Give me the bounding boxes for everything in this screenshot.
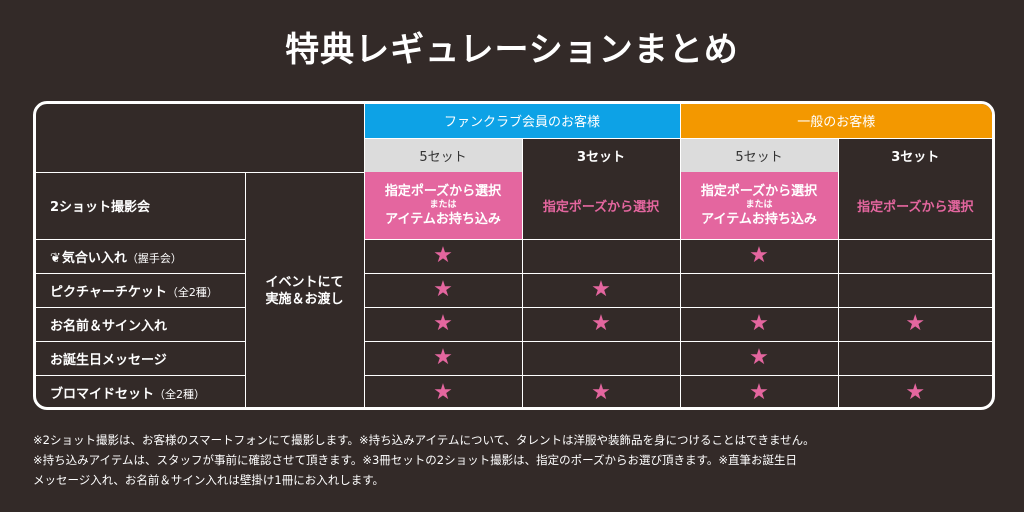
included-cell: ★ [363,306,523,342]
table-row: 2ショット撮影会 イベントにて 実施＆お渡し 指定ポーズから選択 または アイテムお持ち込… [36,172,992,407]
footnote-line: メッセージ入れ、お名前＆サイン入れは壁掛け1冊にお入れします。 [33,473,385,487]
cell-text: 指定ポーズから選択 [384,183,502,199]
pose-only-cell: 指定ポーズから選択 [837,172,992,240]
included-cell: ★ [679,374,839,407]
footnotes: ※2ショット撮影は、お客様のスマートフォンにて撮影します。※持ち込みアイテムにつ… [33,430,1008,490]
table-row: ピクチャーチケット（全2種） ★ ★ [36,272,992,308]
star-icon: ★ [905,311,926,336]
event-note-line: イベントにて [265,275,344,290]
included-cell: ★ [363,272,523,308]
star-icon: ★ [749,243,769,268]
cell-text: または [745,199,773,210]
table-row: ブロマイドセット（全2種） ★ ★ ★ ★ [36,374,992,407]
empty-cell [679,272,839,308]
regulation-table: ファンクラブ会員のお客様 一般のお客様 5セット 3セット 5セット 3セット … [33,101,995,410]
table-body: 2ショット撮影会 イベントにて 実施＆お渡し 指定ポーズから選択 または アイテムお持ち込… [36,172,992,407]
kiai-icon: ❦ [50,250,61,266]
row-label: ピクチャーチケット（全2種） [36,272,246,308]
fan-club-header: ファンクラブ会員のお客様 [363,104,681,139]
row-label: ❦気合い入れ（握手会） [36,238,246,274]
cell-text: 指定ポーズから選択 [700,183,818,199]
empty-cell [837,340,992,376]
included-cell: ★ [521,374,681,407]
star-icon: ★ [905,379,926,405]
pose-or-item-cell: 指定ポーズから選択 または アイテムお持ち込み [679,172,839,240]
page-title: 特典レギュレーションまとめ [285,30,739,70]
included-cell: ★ [679,340,839,376]
star-icon: ★ [433,311,453,336]
included-cell: ★ [363,374,523,407]
footnote-line: ※2ショット撮影は、お客様のスマートフォンにて撮影します。※持ち込みアイテムにつ… [33,433,815,447]
event-note-cell: イベントにて 実施＆お渡し [244,172,365,407]
star-icon: ★ [591,311,611,336]
row-label-text: お名前＆サイン入れ [50,318,168,334]
general-header: 一般のお客様 [679,104,992,139]
row-label: お名前＆サイン入れ [36,306,246,342]
row-label-text: ピクチャーチケット [50,284,167,300]
star-icon: ★ [749,379,769,405]
sub-header-general-5set: 5セット [679,137,839,172]
star-icon: ★ [433,379,453,405]
sub-header-general-3set: 3セット [837,137,992,172]
row-label-text: 気合い入れ [61,250,127,266]
included-cell: ★ [679,306,839,342]
table-row: お誕生日メッセージ ★ ★ [36,340,992,376]
pose-only-cell: 指定ポーズから選択 [521,172,681,240]
row-label: 2ショット撮影会 [36,172,246,240]
star-icon: ★ [433,277,453,302]
empty-cell [521,340,681,376]
sub-header-fan-3set: 3セット [521,137,681,172]
empty-cell [521,238,681,274]
row-label-note: （握手会） [126,251,182,265]
included-cell: ★ [837,374,992,407]
row-label-text: ブロマイドセット [50,387,155,403]
star-icon: ★ [749,311,769,336]
star-icon: ★ [591,379,611,405]
empty-cell [837,238,992,274]
included-cell: ★ [521,272,681,308]
row-label: お誕生日メッセージ [36,340,246,376]
included-cell: ★ [837,306,992,342]
empty-cell [837,272,992,308]
footnote-line: ※持ち込みアイテムは、スタッフが事前に確認させて頂きます。※3冊セットの2ショッ… [33,453,798,467]
row-label: ブロマイドセット（全2種） [36,374,246,407]
cell-text: または [429,199,457,210]
pose-or-item-cell: 指定ポーズから選択 または アイテムお持ち込み [363,172,523,240]
included-cell: ★ [363,238,523,274]
included-cell: ★ [679,238,839,274]
sub-header-fan-5set: 5セット [364,137,523,172]
corner-cell [36,104,365,173]
star-icon: ★ [591,277,611,302]
star-icon: ★ [749,345,769,370]
regulation-grid: ファンクラブ会員のお客様 一般のお客様 5セット 3セット 5セット 3セット … [36,104,992,407]
event-note-line: 実施＆お渡し [265,292,344,307]
cell-text: アイテムお持ち込み [701,211,817,227]
table-row: お名前＆サイン入れ ★ ★ ★ ★ [36,306,992,342]
table-row: ❦気合い入れ（握手会） ★ ★ [36,238,992,274]
row-label-note: （全2種） [166,285,218,299]
included-cell: ★ [521,306,681,342]
cell-text: アイテムお持ち込み [385,211,501,227]
included-cell: ★ [363,340,523,376]
star-icon: ★ [433,243,453,268]
row-label-text: お誕生日メッセージ [50,352,167,368]
row-label-text: 2ショット撮影会 [50,200,151,215]
row-label-note: （全2種） [154,388,206,402]
star-icon: ★ [433,345,453,370]
